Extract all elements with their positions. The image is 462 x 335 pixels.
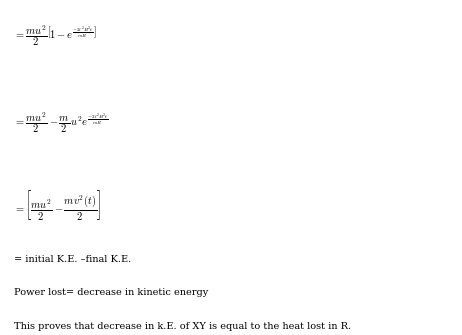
Text: $= \dfrac{mu^2}{2}\left[1-e^{\frac{-2l^2B^2t}{mR}}\right]$: $= \dfrac{mu^2}{2}\left[1-e^{\frac{-2l^2… <box>14 23 97 48</box>
Text: This proves that decrease in k.E. of XY is equal to the heat lost in R.: This proves that decrease in k.E. of XY … <box>14 322 351 331</box>
Text: $= \dfrac{mu^2}{2} - \dfrac{m}{2}\,u^2 e^{\frac{-2l^2B^2t}{mR}}$: $= \dfrac{mu^2}{2} - \dfrac{m}{2}\,u^2 e… <box>14 111 109 135</box>
Text: $= \left[\dfrac{mu^2}{2} - \dfrac{mv^2(t)}{2}\right]$: $= \left[\dfrac{mu^2}{2} - \dfrac{mv^2(t… <box>14 188 101 221</box>
Text: = initial K.E. –final K.E.: = initial K.E. –final K.E. <box>14 255 131 264</box>
Text: Power lost= decrease in kinetic energy: Power lost= decrease in kinetic energy <box>14 288 208 297</box>
